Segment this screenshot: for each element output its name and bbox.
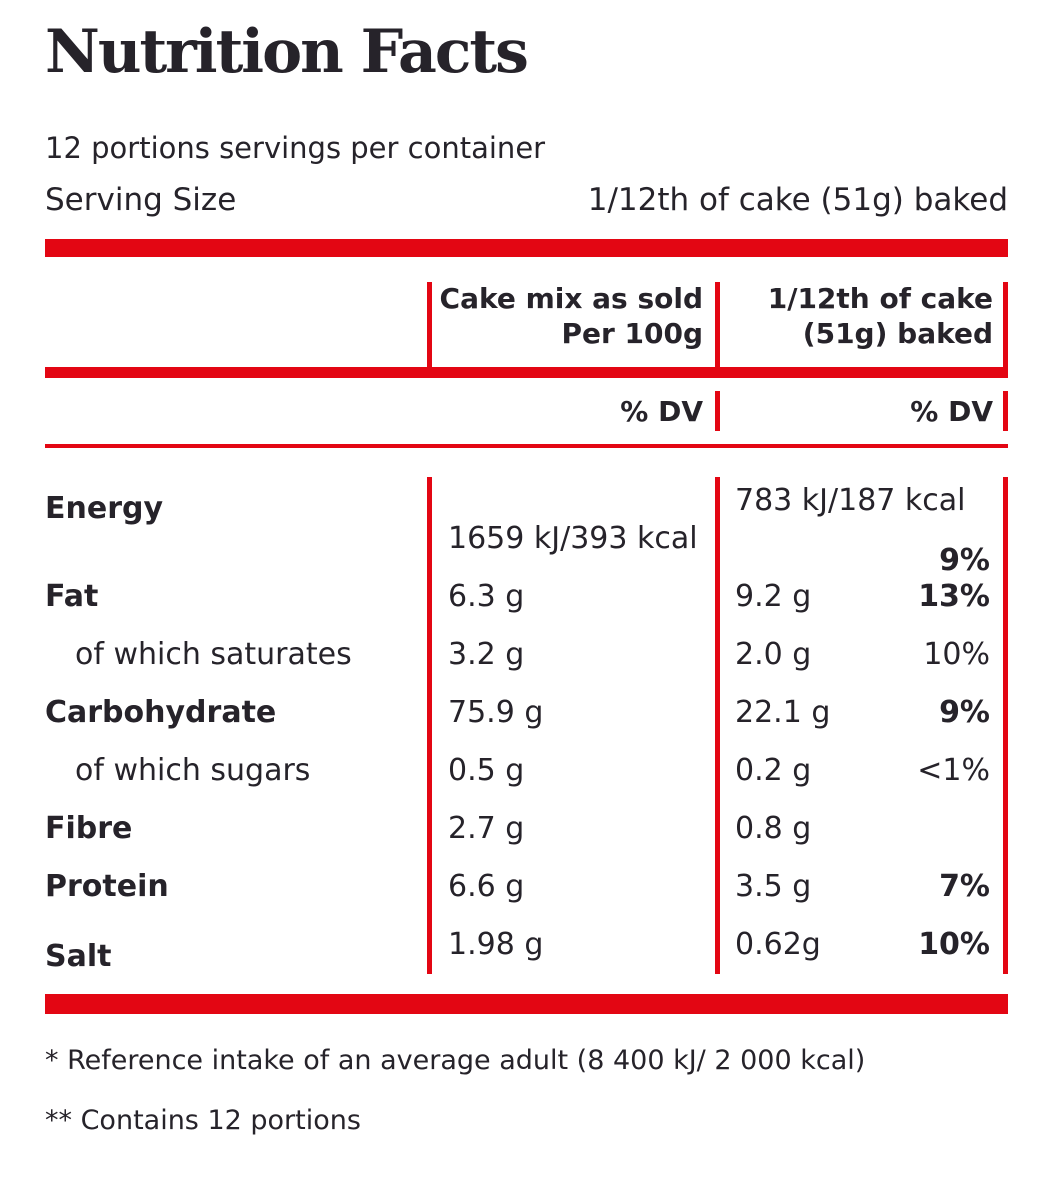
dv-value: 13% [918, 579, 990, 615]
nutrient-row-sugars: of which sugars 0.5 g 0.2 g <1% [45, 753, 1008, 811]
column-divider-line [427, 282, 432, 368]
nutrient-label: of which sugars [75, 753, 311, 789]
amount-per-100g: 6.6 g [448, 869, 525, 905]
dv-value: 9% [939, 543, 990, 579]
nutrient-label: Fibre [45, 811, 133, 847]
amount-per-serving: 22.1 g [735, 695, 831, 731]
nutrient-label: of which saturates [75, 637, 352, 673]
servings-per-container-text: 12 portions servings per container [45, 131, 546, 165]
amount-per-100g: 1659 kJ/393 kcal [427, 477, 715, 579]
column-header-per-serving-line1: 1/12th of cake [767, 282, 993, 316]
dv-header-per-serving: % DV [910, 394, 993, 428]
column-divider-line [1003, 391, 1008, 432]
amount-per-serving: 9.2 g [735, 579, 812, 615]
divider-bar-headers [45, 367, 1008, 379]
amount-per-serving: 0.2 g [735, 753, 812, 789]
amount-per-100g: 3.2 g [448, 637, 525, 673]
per-serving-cell: 9.2 g 13% [715, 579, 1008, 637]
amount-per-serving: 783 kJ/187 kcal [735, 483, 966, 519]
amount-per-100g-value: 1659 kJ/393 kcal [448, 521, 698, 557]
nutrient-label: Fat [45, 579, 99, 615]
column-header-per-100g-line1: Cake mix as sold [439, 282, 703, 316]
nutrient-row-energy: Energy 1659 kJ/393 kcal 783 kJ/187 kcal … [45, 477, 1008, 579]
divider-rule-thin [45, 444, 1008, 449]
dv-value: 10% [923, 637, 990, 673]
amount-per-serving: 0.8 g [735, 811, 812, 847]
per-serving-cell: 2.0 g 10% [715, 637, 1008, 695]
dv-value: 7% [939, 869, 990, 905]
nutrient-label: Carbohydrate [45, 695, 277, 731]
footnote-reference-intake: * Reference intake of an average adult (… [45, 1045, 866, 1077]
nutrient-row-fat: Fat 6.3 g 9.2 g 13% [45, 579, 1008, 637]
per-serving-cell: 0.8 g [715, 811, 1008, 869]
serving-size-value: 1/12th of cake (51g) baked [587, 182, 1008, 219]
column-header-per-100g: Cake mix as sold Per 100g [427, 281, 715, 351]
amount-per-100g: 2.7 g [448, 811, 525, 847]
per-serving-cell: 0.2 g <1% [715, 753, 1008, 811]
divider-bar-bottom [45, 994, 1008, 1015]
serving-size-row: Serving Size 1/12th of cake (51g) baked [45, 182, 1008, 219]
page-title: Nutrition Facts [45, 17, 529, 87]
nutrient-row-salt: Salt 1.98 g 0.62g 10% [45, 927, 1008, 993]
serving-size-label: Serving Size [45, 182, 237, 219]
nutrient-row-fibre: Fibre 2.7 g 0.8 g [45, 811, 1008, 869]
column-header-per-serving-line2: (51g) baked [802, 317, 993, 351]
per-serving-cell: 783 kJ/187 kcal 9% [715, 477, 1008, 579]
divider-bar-top [45, 239, 1008, 258]
amount-per-serving: 0.62g [735, 927, 821, 963]
column-divider-line [715, 391, 720, 432]
per-serving-cell: 3.5 g 7% [715, 869, 1008, 927]
spacer-cell [45, 281, 427, 351]
nutrient-table-body: Energy 1659 kJ/393 kcal 783 kJ/187 kcal … [45, 448, 1008, 994]
dv-value: <1% [917, 753, 990, 789]
table-column-headers: Cake mix as sold Per 100g 1/12th of cake… [45, 257, 1008, 368]
per-serving-cell: 22.1 g 9% [715, 695, 1008, 753]
dv-value: 10% [918, 927, 990, 963]
column-header-per-serving: 1/12th of cake (51g) baked [715, 281, 1008, 351]
dv-header-per-100g: % DV [620, 394, 703, 428]
column-divider-line [1003, 477, 1008, 975]
nutrient-label: Salt [45, 939, 112, 975]
column-divider-line [1003, 282, 1008, 368]
column-divider-line [715, 282, 720, 368]
column-header-per-100g-line2: Per 100g [561, 317, 703, 351]
column-divider-line [427, 477, 432, 975]
amount-per-serving: 3.5 g [735, 869, 812, 905]
footnote-contains-portions: ** Contains 12 portions [45, 1105, 361, 1137]
amount-per-100g: 1.98 g [448, 927, 544, 963]
amount-per-serving: 2.0 g [735, 637, 812, 673]
dv-value: 9% [939, 695, 990, 731]
nutrient-label: Energy [45, 491, 164, 527]
nutrient-row-saturates: of which saturates 3.2 g 2.0 g 10% [45, 637, 1008, 695]
amount-per-100g: 6.3 g [448, 579, 525, 615]
per-serving-cell: 0.62g 10% [715, 927, 1008, 993]
dv-header-row: % DV % DV [45, 378, 1008, 444]
nutrient-label: Protein [45, 869, 169, 905]
amount-per-100g: 75.9 g [448, 695, 544, 731]
amount-per-100g: 0.5 g [448, 753, 525, 789]
nutrient-row-carbohydrate: Carbohydrate 75.9 g 22.1 g 9% [45, 695, 1008, 753]
column-divider-line [715, 477, 720, 975]
nutrient-row-protein: Protein 6.6 g 3.5 g 7% [45, 869, 1008, 927]
